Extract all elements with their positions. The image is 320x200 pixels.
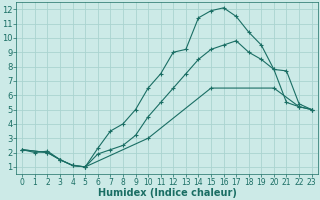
X-axis label: Humidex (Indice chaleur): Humidex (Indice chaleur) (98, 188, 236, 198)
